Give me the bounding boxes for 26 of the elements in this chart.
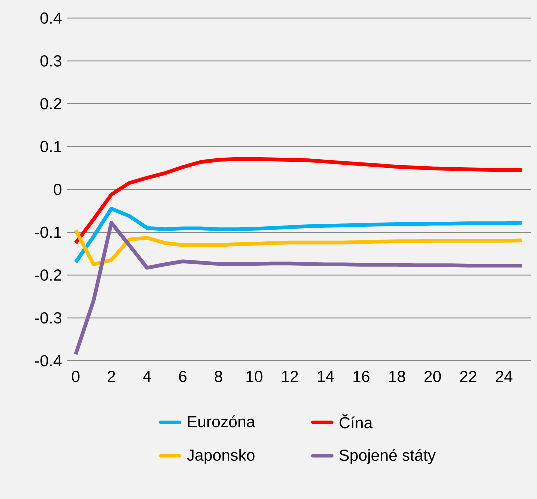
x-tick-label: 2 [108,371,116,382]
x-tick-label: 12 [282,371,298,382]
x-tick-label: 20 [424,371,442,382]
x-tick-label: 18 [389,371,406,382]
y-tick-label: -0.4 [35,355,62,367]
y-tick-label: -0.2 [35,270,62,281]
y-tick-label: 0.2 [40,98,62,110]
x-tick-label: 8 [214,371,222,382]
x-tick-label: 4 [143,371,152,382]
y-tick-label: 0 [54,184,62,196]
legend-label: Spojené státy [340,449,436,464]
x-tick-label: 24 [496,371,513,382]
x-tick-label: 14 [318,371,334,382]
legend-label: Eurozóna [188,416,256,428]
y-tick-label: 0.4 [40,12,62,24]
legend-label: Japonsko [187,449,255,464]
x-tick-label: 22 [460,371,477,382]
y-tick-label: 0.3 [40,56,62,67]
x-tick-label: 0 [72,371,80,382]
y-tick-label: -0.1 [35,226,62,238]
y-tick-label: -0.3 [35,312,62,324]
y-tick-label: 0.1 [40,141,62,152]
x-tick-label: 16 [354,371,370,382]
x-tick-label: 6 [179,371,187,382]
x-tick-label: 10 [246,371,263,382]
legend-label: Čína [340,414,373,429]
